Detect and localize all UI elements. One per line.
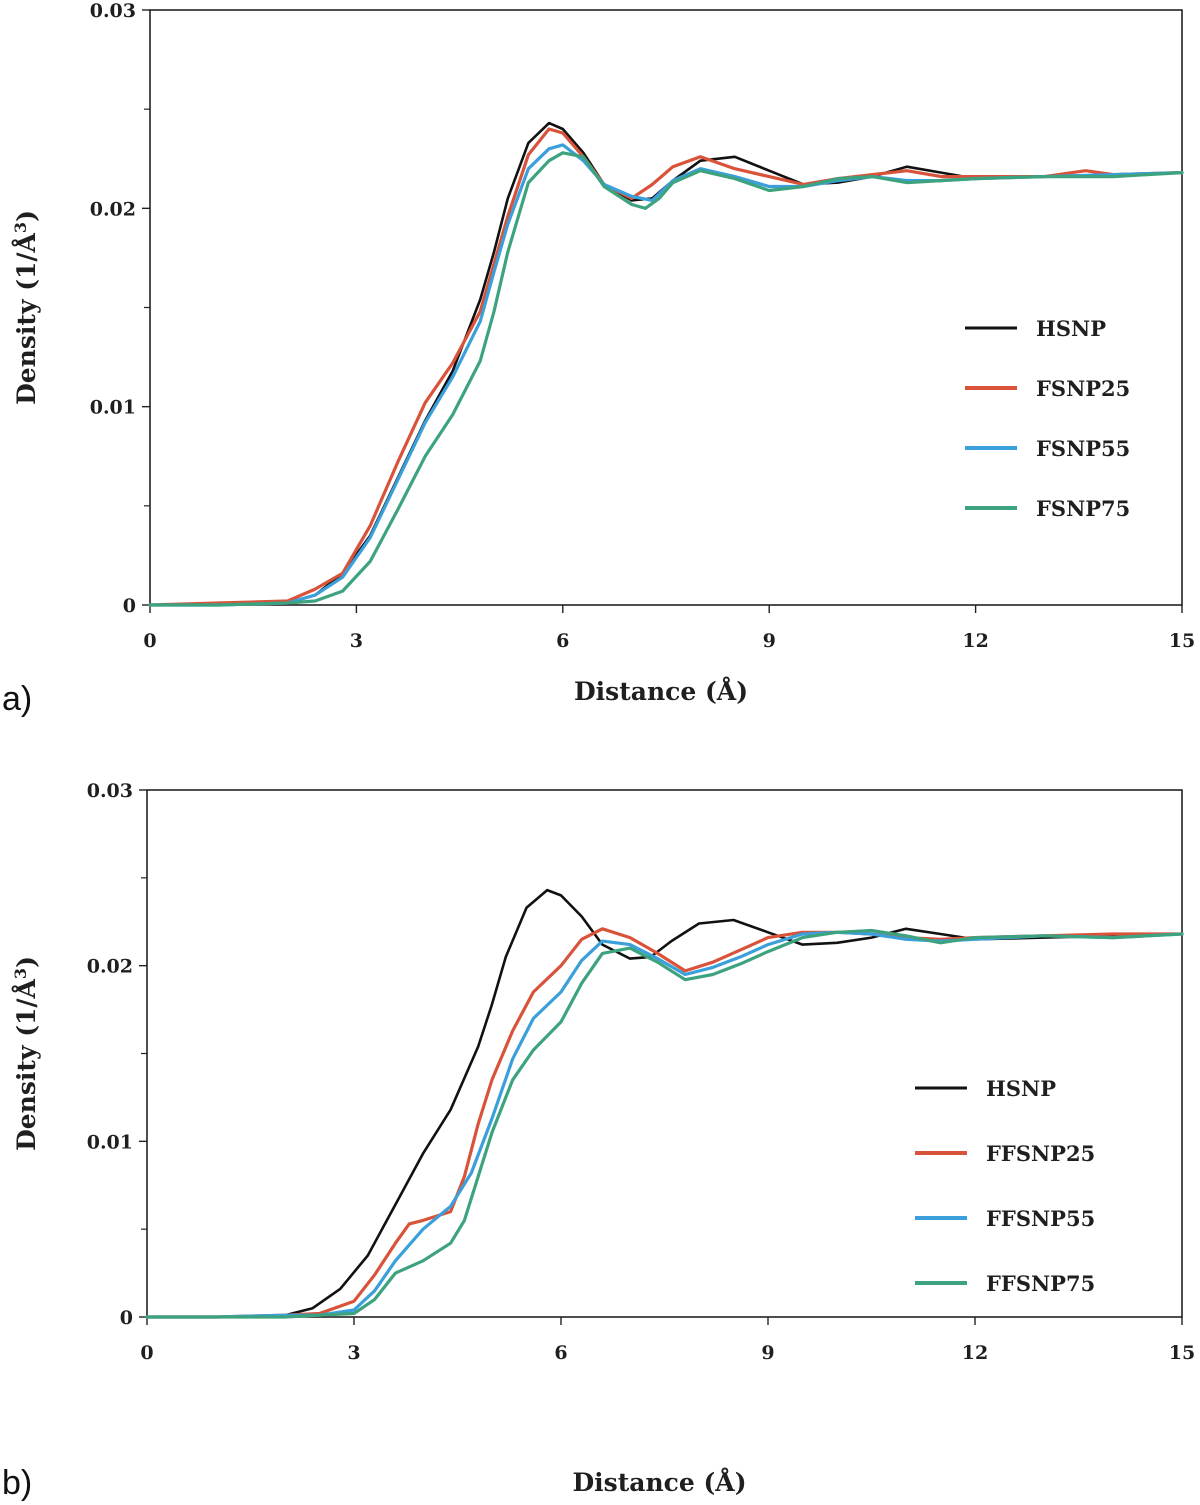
y-tick-label: 0.03: [87, 780, 133, 802]
x-tick-label: 0: [140, 1342, 153, 1364]
x-tick-label: 9: [761, 1342, 774, 1364]
x-tick-label: 15: [1169, 630, 1195, 652]
legend-label: FSNP75: [1036, 496, 1130, 521]
x-tick-label: 0: [143, 630, 156, 652]
legend-label: FFSNP25: [986, 1141, 1095, 1166]
x-axis-title: Distance (Å): [572, 1468, 746, 1497]
y-tick-label: 0.02: [87, 956, 133, 978]
series-line-fsnp25: [148, 127, 1184, 607]
legend-label: FSNP55: [1036, 436, 1130, 461]
legend-label: HSNP: [1036, 316, 1106, 341]
x-axis-title: Distance (Å): [574, 677, 748, 706]
series-line-hsnp: [145, 888, 1184, 1319]
series-line-fsnp55: [148, 143, 1184, 607]
plot-frame: [146, 789, 1183, 1318]
x-tick-label: 3: [350, 630, 363, 652]
panel-label: a): [2, 680, 32, 718]
series-line-hsnp: [148, 121, 1184, 607]
x-tick-label: 6: [556, 630, 569, 652]
y-tick-label: 0.03: [90, 0, 136, 22]
y-axis-title: Density (1/Å3): [11, 210, 41, 405]
legend-label: FSNP25: [1036, 376, 1130, 401]
series-line-ffsnp25: [145, 927, 1184, 1319]
series-line-fsnp75: [148, 151, 1184, 607]
x-tick-label: 3: [347, 1342, 360, 1364]
chart-panel-a: 0 0.01 0.02 0.03 0 3 6 9 12 15 Distance (Å) Density…: [2, 0, 1195, 718]
legend-label: FFSNP75: [986, 1271, 1095, 1296]
chart-panel-b: 0 0.01 0.02 0.03 0 3 6 9 12 15 Distance (Å) Density…: [2, 780, 1195, 1502]
legend: HSNP FSNP25 FSNP55 FSNP75: [965, 316, 1130, 521]
y-tick-label: 0.01: [87, 1131, 133, 1153]
series-line-ffsnp75: [145, 928, 1184, 1319]
panel-label: b): [2, 1464, 32, 1502]
x-tick-label: 12: [962, 630, 988, 652]
x-tick-label: 15: [1169, 1342, 1195, 1364]
plot-frame: [149, 9, 1183, 606]
legend: HSNP FFSNP25 FFSNP55 FFSNP75: [915, 1076, 1095, 1296]
legend-label: FFSNP55: [986, 1206, 1095, 1231]
y-axis-title: Density (1/Å3): [11, 956, 41, 1151]
x-tick-label: 12: [962, 1342, 988, 1364]
x-tick-label: 9: [763, 630, 776, 652]
y-tick-label: 0.02: [90, 198, 136, 220]
y-tick-label: 0.01: [90, 397, 136, 419]
legend-label: HSNP: [986, 1076, 1056, 1101]
y-tick-label: 0: [120, 1307, 133, 1329]
series-line-ffsnp55: [145, 930, 1184, 1319]
y-tick-label: 0: [123, 595, 136, 617]
x-tick-label: 6: [554, 1342, 567, 1364]
